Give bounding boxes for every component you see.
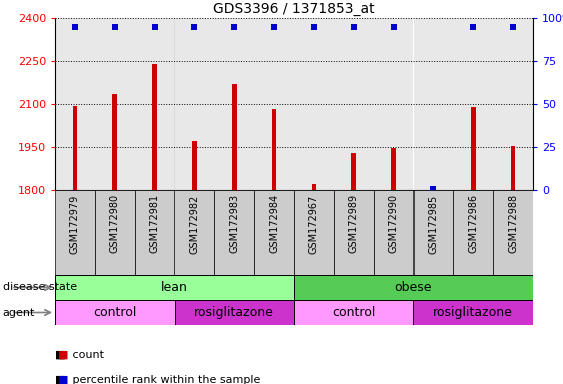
Bar [175, 18, 215, 190]
Bar [413, 300, 533, 325]
Text: ■  count: ■ count [55, 350, 104, 360]
Bar [254, 18, 294, 190]
Bar [135, 190, 175, 275]
Point [389, 24, 398, 30]
Text: rosiglitazone: rosiglitazone [434, 306, 513, 319]
Text: ■  percentile rank within the sample: ■ percentile rank within the sample [55, 375, 260, 384]
Bar [175, 190, 215, 275]
Text: GSM172967: GSM172967 [309, 194, 319, 253]
Bar [413, 190, 453, 275]
Bar [294, 300, 413, 325]
Point [150, 24, 159, 30]
Text: agent: agent [3, 308, 35, 318]
Text: obese: obese [395, 281, 432, 294]
Bar [294, 275, 533, 300]
Point [349, 24, 358, 30]
Bar [55, 18, 95, 190]
Text: GSM172990: GSM172990 [388, 194, 399, 253]
Bar [453, 18, 493, 190]
Point [270, 24, 279, 30]
Text: GSM172980: GSM172980 [110, 194, 120, 253]
Text: GSM172982: GSM172982 [189, 194, 199, 253]
Bar [55, 275, 294, 300]
Bar [73, 106, 77, 190]
Point [508, 24, 517, 30]
Bar [334, 190, 374, 275]
Bar [55, 190, 95, 275]
Bar [175, 300, 294, 325]
Point [110, 24, 119, 30]
Text: GSM172986: GSM172986 [468, 194, 478, 253]
Text: control: control [332, 306, 376, 319]
Bar [493, 18, 533, 190]
Bar [55, 300, 175, 325]
Text: GSM172979: GSM172979 [70, 194, 80, 253]
Bar [374, 18, 413, 190]
Bar [334, 18, 374, 190]
Bar [471, 107, 476, 190]
Bar [215, 190, 254, 275]
Bar [215, 18, 254, 190]
Bar [95, 190, 135, 275]
Bar [294, 18, 334, 190]
Bar [391, 147, 396, 190]
Bar [374, 190, 413, 275]
Text: control: control [93, 306, 136, 319]
Bar [113, 94, 117, 190]
Bar [431, 189, 436, 190]
Point [190, 24, 199, 30]
Text: GSM172984: GSM172984 [269, 194, 279, 253]
Title: GDS3396 / 1371853_at: GDS3396 / 1371853_at [213, 2, 375, 16]
Text: GSM172981: GSM172981 [150, 194, 159, 253]
Bar [232, 84, 236, 190]
Point [310, 24, 319, 30]
Bar [493, 190, 533, 275]
Text: ■: ■ [58, 350, 68, 360]
Bar [95, 18, 135, 190]
Bar [192, 141, 197, 190]
Bar [254, 190, 294, 275]
Text: GSM172988: GSM172988 [508, 194, 518, 253]
Point [429, 186, 438, 192]
Text: ■: ■ [58, 375, 68, 384]
Bar [413, 18, 453, 190]
Point [230, 24, 239, 30]
Bar [135, 18, 175, 190]
Bar [511, 146, 516, 190]
Text: GSM172985: GSM172985 [428, 194, 439, 253]
Point [469, 24, 478, 30]
Bar [453, 190, 493, 275]
Bar [272, 109, 276, 190]
Text: lean: lean [161, 281, 188, 294]
Bar [152, 64, 157, 190]
Text: GSM172983: GSM172983 [229, 194, 239, 253]
Text: GSM172989: GSM172989 [348, 194, 359, 253]
Point [70, 24, 79, 30]
Bar [311, 184, 316, 190]
Text: rosiglitazone: rosiglitazone [194, 306, 274, 319]
Text: disease state: disease state [3, 283, 77, 293]
Bar [294, 190, 334, 275]
Bar [351, 153, 356, 190]
